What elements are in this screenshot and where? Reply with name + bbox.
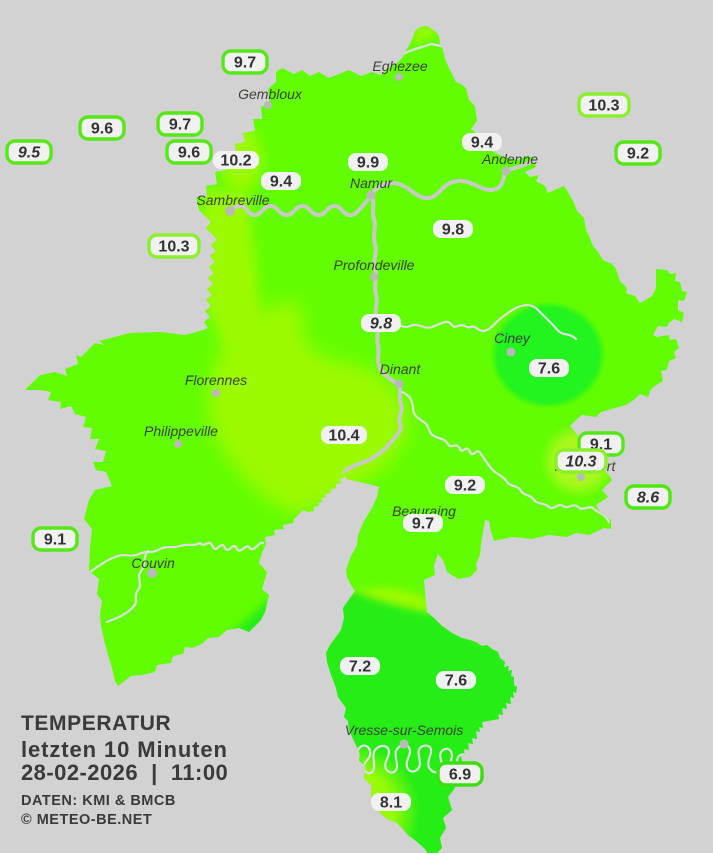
svg-text:9.1: 9.1 [44,532,66,549]
svg-text:9.7: 9.7 [412,516,434,533]
svg-text:8.6: 8.6 [637,490,659,507]
svg-text:Gembloux: Gembloux [238,86,303,102]
svg-text:7.6: 7.6 [445,673,467,690]
svg-text:Vresse-sur-Semois: Vresse-sur-Semois [345,722,464,738]
svg-text:10.2: 10.2 [220,153,251,170]
svg-text:9.4: 9.4 [471,135,493,152]
svg-text:10.3: 10.3 [158,239,189,256]
svg-text:Ciney: Ciney [494,330,531,346]
svg-text:7.2: 7.2 [349,659,371,676]
svg-text:Dinant: Dinant [380,361,422,377]
svg-text:Eghezee: Eghezee [372,58,427,74]
svg-text:10.3: 10.3 [588,98,619,115]
svg-text:Namur: Namur [350,175,393,191]
svg-text:9.6: 9.6 [178,145,200,162]
svg-text:TEMPERATUR: TEMPERATUR [21,712,171,735]
svg-text:28-02-2026 | 11:00: 28-02-2026 | 11:00 [21,760,228,785]
svg-text:9.6: 9.6 [91,121,113,138]
svg-text:Couvin: Couvin [131,555,175,571]
svg-text:9.5: 9.5 [18,145,41,162]
svg-text:Sambreville: Sambreville [196,192,269,208]
svg-text:8.1: 8.1 [380,795,402,812]
svg-text:Profondeville: Profondeville [334,257,415,273]
svg-text:Philippeville: Philippeville [144,423,218,439]
svg-text:Florennes: Florennes [185,372,247,388]
svg-text:9.2: 9.2 [627,146,649,163]
svg-text:9.9: 9.9 [357,155,379,172]
svg-text:9.4: 9.4 [270,174,292,191]
svg-text:10.4: 10.4 [328,428,359,445]
svg-text:10.3: 10.3 [565,454,596,471]
svg-text:Andenne: Andenne [481,151,538,167]
svg-text:DATEN: KMI & BMCB: DATEN: KMI & BMCB [21,793,176,809]
svg-text:9.8: 9.8 [442,222,464,239]
svg-text:9.8: 9.8 [370,316,392,333]
svg-text:6.9: 6.9 [449,767,471,784]
svg-text:letzten 10 Minuten: letzten 10 Minuten [21,737,228,762]
svg-text:7.6: 7.6 [538,361,560,378]
svg-text:© METEO-BE.NET: © METEO-BE.NET [21,812,152,828]
svg-text:9.7: 9.7 [234,55,256,72]
svg-text:9.7: 9.7 [169,117,191,134]
svg-text:9.2: 9.2 [454,478,476,495]
